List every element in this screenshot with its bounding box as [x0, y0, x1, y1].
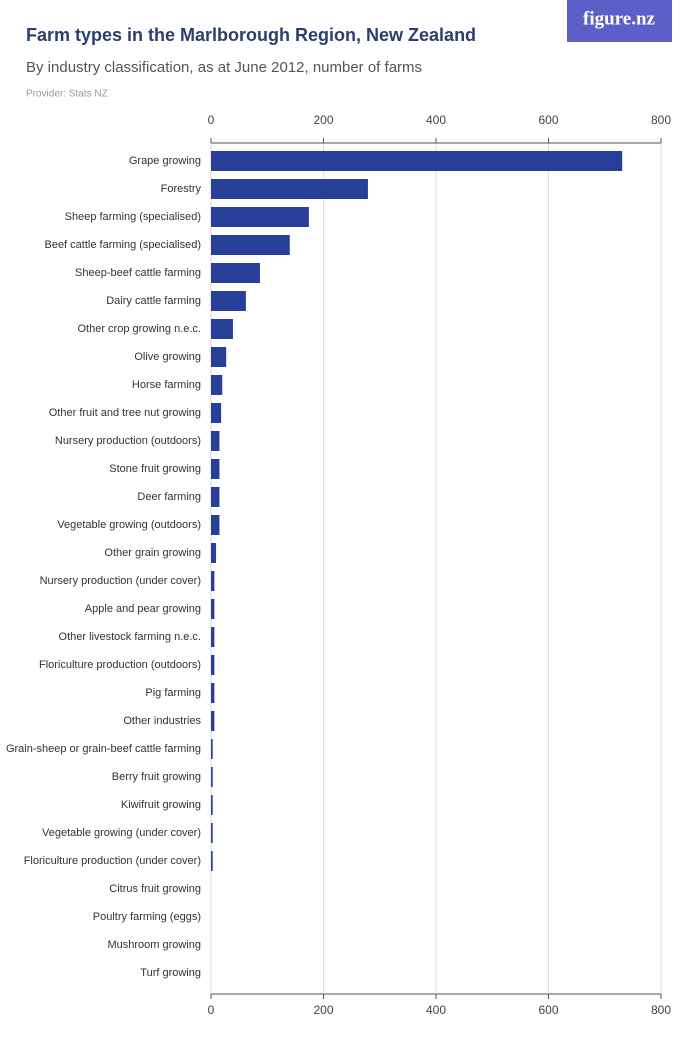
bar [211, 207, 309, 227]
bar [211, 655, 215, 675]
bar [211, 235, 290, 255]
y-tick-label: Other grain growing [104, 547, 201, 559]
bar [211, 627, 215, 647]
y-tick-label: Citrus fruit growing [109, 883, 201, 895]
x-tick-label: 600 [538, 1003, 558, 1017]
bar [211, 823, 213, 843]
y-tick-label: Olive growing [134, 351, 201, 363]
x-tick-label: 200 [313, 1003, 333, 1017]
y-tick-label: Berry fruit growing [112, 771, 201, 783]
y-tick-label: Pig farming [145, 687, 201, 699]
y-tick-label: Dairy cattle farming [106, 295, 201, 307]
y-tick-label: Poultry farming (eggs) [93, 911, 201, 923]
chart-subtitle: By industry classification, as at June 2… [26, 59, 422, 76]
x-tick-label: 400 [426, 1003, 446, 1017]
y-tick-label: Apple and pear growing [85, 603, 201, 615]
logo-box [567, 0, 672, 42]
bar [211, 599, 215, 619]
y-tick-label: Floriculture production (under cover) [24, 855, 201, 867]
y-tick-label: Other livestock farming n.e.c. [59, 631, 201, 643]
chart-title: Farm types in the Marlborough Region, Ne… [26, 25, 476, 45]
x-tick-label: 0 [208, 113, 215, 127]
y-tick-label: Vegetable growing (under cover) [42, 827, 201, 839]
x-tick-label: 800 [651, 1003, 671, 1017]
y-tick-label: Other crop growing n.e.c. [77, 323, 201, 335]
y-tick-label: Other fruit and tree nut growing [49, 407, 201, 419]
y-tick-label: Turf growing [140, 967, 201, 979]
bar [211, 515, 220, 535]
bar [211, 347, 227, 367]
y-tick-label: Grape growing [129, 155, 201, 167]
y-tick-label: Sheep farming (specialised) [65, 211, 201, 223]
y-tick-label: Horse farming [132, 379, 201, 391]
x-tick-label: 800 [651, 113, 671, 127]
y-tick-label: Grain-sheep or grain-beef cattle farming [6, 743, 201, 755]
provider: Provider: Stats NZ [26, 89, 108, 100]
bar [211, 571, 215, 591]
bar [211, 487, 220, 507]
y-tick-label: Stone fruit growing [109, 463, 201, 475]
bar [211, 319, 233, 339]
x-tick-label: 0 [208, 1003, 215, 1017]
y-tick-label: Deer farming [137, 491, 201, 503]
y-tick-label: Sheep-beef cattle farming [75, 267, 201, 279]
bar [211, 795, 213, 815]
bar [211, 767, 213, 787]
bar [211, 711, 215, 731]
bar [211, 739, 213, 759]
y-tick-label: Floriculture production (outdoors) [39, 659, 201, 671]
x-tick-label: 200 [313, 113, 333, 127]
bar [211, 151, 623, 171]
bar [211, 851, 213, 871]
y-tick-label: Nursery production (outdoors) [55, 435, 201, 447]
y-tick-label: Other industries [123, 715, 201, 727]
y-tick-label: Vegetable growing (outdoors) [57, 519, 201, 531]
x-tick-label: 600 [538, 113, 558, 127]
bar [211, 291, 246, 311]
bar [211, 683, 215, 703]
y-tick-label: Mushroom growing [107, 939, 201, 951]
bar [211, 263, 260, 283]
bar [211, 179, 368, 199]
y-tick-label: Forestry [161, 183, 202, 195]
y-tick-label: Nursery production (under cover) [40, 575, 201, 587]
bar [211, 543, 217, 563]
bar [211, 375, 223, 395]
y-tick-label: Beef cattle farming (specialised) [44, 239, 201, 251]
y-tick-label: Kiwifruit growing [121, 799, 201, 811]
logo: figure.nz [583, 8, 656, 29]
x-tick-label: 400 [426, 113, 446, 127]
bar [211, 459, 220, 479]
bar [211, 431, 220, 451]
bar [211, 403, 222, 423]
